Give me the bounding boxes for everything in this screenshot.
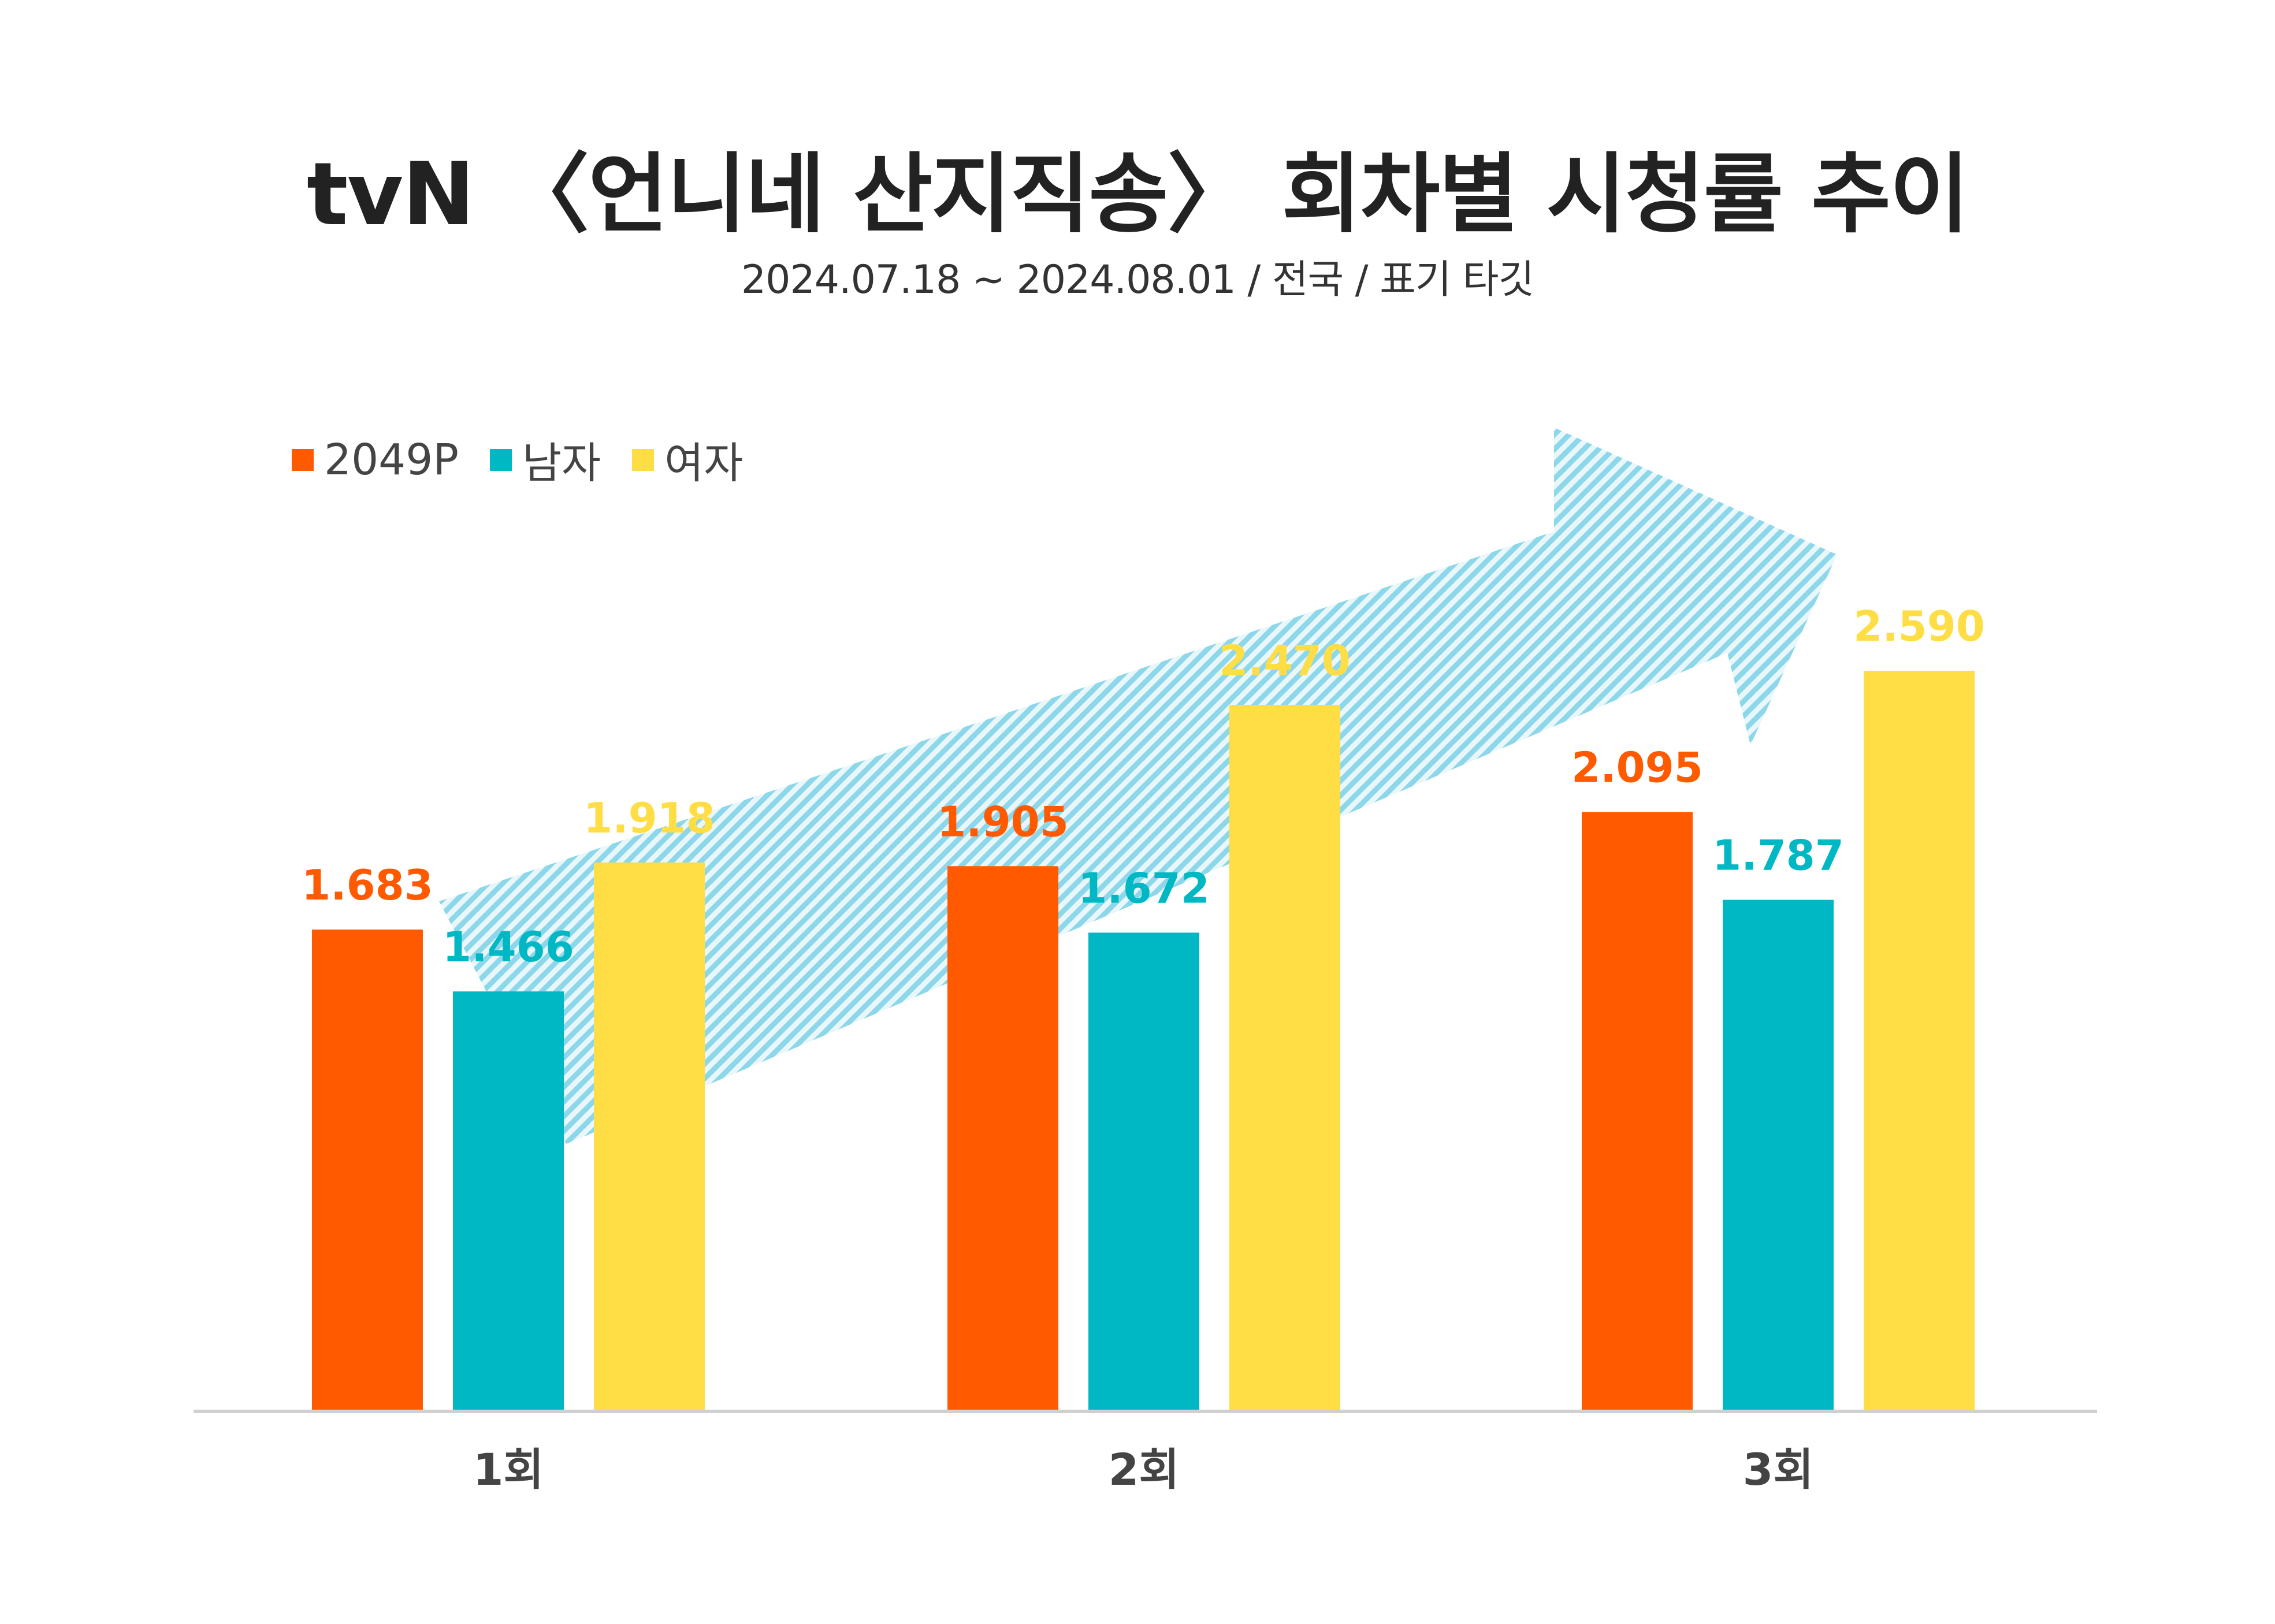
data-label-2049p-1: 1.683	[302, 861, 433, 909]
bar-2049p-2	[947, 866, 1058, 1410]
legend-item-male: 남자	[489, 429, 601, 490]
data-label-female-3: 2.590	[1853, 602, 1985, 651]
bar-female-3	[1864, 671, 1975, 1410]
legend: 2049P 남자 여자	[292, 429, 774, 490]
chart-subtitle: 2024.07.18 ~ 2024.08.01 / 전국 / 표기 타깃	[741, 257, 1534, 303]
data-label-female-1: 1.918	[583, 794, 715, 842]
legend-label-2049p: 2049P	[324, 434, 459, 485]
bar-2049p-3	[1582, 812, 1693, 1410]
bar-male-1	[453, 991, 564, 1410]
x-tick-label-1: 1회	[473, 1444, 544, 1495]
legend-item-2049p: 2049P	[292, 435, 459, 485]
legend-item-female: 여자	[632, 429, 743, 490]
data-label-male-3: 1.787	[1712, 831, 1844, 880]
bar-female-1	[594, 862, 705, 1410]
bar-male-3	[1723, 900, 1834, 1410]
x-tick-label-2: 2회	[1109, 1444, 1180, 1495]
bar-female-2	[1229, 705, 1340, 1410]
legend-swatch-male	[489, 448, 512, 471]
data-label-2049p-3: 2.095	[1571, 743, 1703, 791]
data-label-female-2: 2.470	[1219, 636, 1351, 685]
chart-title: tvN 〈언니네 산지직송〉 회차별 시청률 추이	[306, 144, 1969, 245]
data-label-male-1: 1.466	[443, 923, 574, 971]
trend-arrow	[439, 428, 1837, 1144]
data-label-male-2: 1.672	[1078, 864, 1210, 912]
legend-label-female: 여자	[664, 438, 744, 488]
legend-label-male: 남자	[522, 438, 601, 488]
data-label-2049p-2: 1.905	[937, 797, 1069, 846]
bar-2049p-1	[312, 929, 423, 1410]
legend-swatch-female	[632, 448, 655, 471]
legend-swatch-2049p	[292, 448, 314, 471]
x-tick-label-3: 3회	[1743, 1444, 1814, 1495]
bar-male-2	[1088, 932, 1199, 1410]
